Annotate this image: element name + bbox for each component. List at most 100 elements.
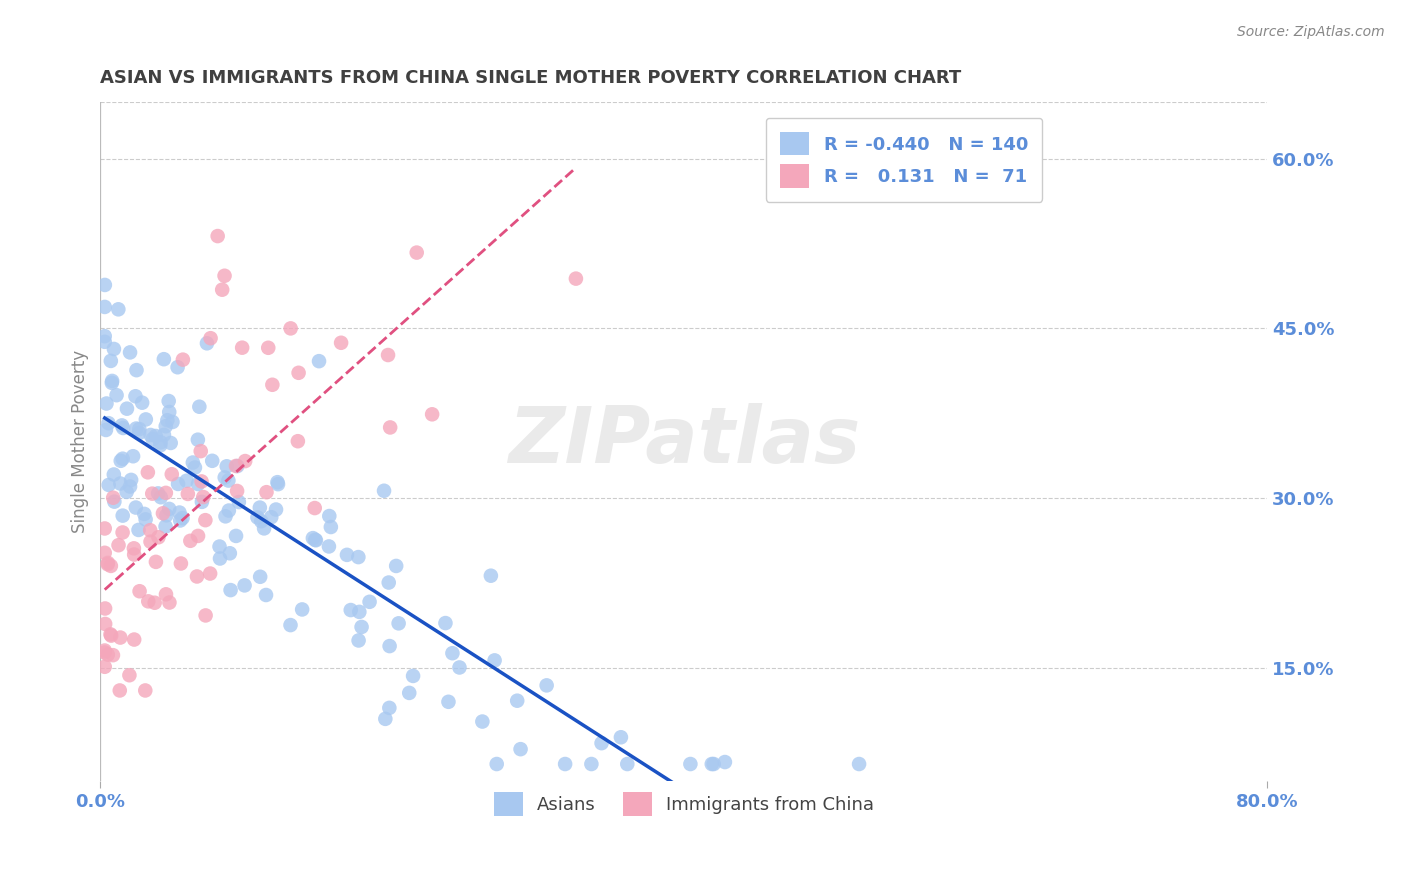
Point xyxy=(101,374,124,388)
Point xyxy=(267,477,290,491)
Point xyxy=(166,360,188,375)
Point xyxy=(157,405,180,419)
Point xyxy=(249,500,271,515)
Point xyxy=(162,415,184,429)
Point xyxy=(101,376,124,390)
Point xyxy=(350,620,373,634)
Point xyxy=(155,419,177,434)
Point xyxy=(139,428,162,442)
Point xyxy=(187,477,209,491)
Point xyxy=(128,425,150,440)
Point xyxy=(157,502,180,516)
Point xyxy=(172,352,194,367)
Point xyxy=(181,456,204,470)
Point xyxy=(122,548,145,562)
Point xyxy=(156,413,179,427)
Point xyxy=(714,755,737,769)
Point xyxy=(610,731,633,745)
Point xyxy=(108,683,131,698)
Point xyxy=(153,428,176,442)
Point xyxy=(111,451,134,466)
Point xyxy=(139,534,162,549)
Y-axis label: Single Mother Poverty: Single Mother Poverty xyxy=(72,350,89,533)
Point xyxy=(479,568,502,582)
Point xyxy=(437,695,460,709)
Point xyxy=(193,490,215,504)
Point xyxy=(264,502,287,516)
Point xyxy=(105,388,128,402)
Point xyxy=(167,477,190,491)
Point xyxy=(135,412,157,426)
Text: Source: ZipAtlas.com: Source: ZipAtlas.com xyxy=(1237,25,1385,39)
Point xyxy=(373,483,395,498)
Point xyxy=(484,653,506,667)
Point xyxy=(142,432,165,446)
Point xyxy=(225,458,247,473)
Point xyxy=(135,512,157,526)
Point xyxy=(100,558,122,573)
Point xyxy=(134,507,156,521)
Point xyxy=(554,757,576,772)
Point xyxy=(190,475,212,489)
Point xyxy=(94,616,117,631)
Point xyxy=(214,470,236,484)
Point xyxy=(107,538,129,552)
Point xyxy=(97,648,120,662)
Point xyxy=(115,484,138,499)
Point xyxy=(218,546,240,560)
Point xyxy=(388,616,411,631)
Point xyxy=(200,331,222,345)
Point xyxy=(378,639,401,653)
Point xyxy=(266,475,288,490)
Point xyxy=(246,510,269,524)
Point xyxy=(93,329,115,343)
Point xyxy=(318,509,340,524)
Point xyxy=(97,556,120,570)
Point xyxy=(146,486,169,500)
Point xyxy=(318,540,340,554)
Point xyxy=(253,521,276,535)
Point xyxy=(93,300,115,314)
Point xyxy=(187,433,209,447)
Point xyxy=(260,510,283,524)
Point xyxy=(219,583,242,598)
Point xyxy=(120,473,142,487)
Point xyxy=(93,643,115,657)
Point xyxy=(194,608,217,623)
Point xyxy=(190,444,212,458)
Point xyxy=(101,648,124,662)
Point xyxy=(218,503,240,517)
Point xyxy=(136,594,159,608)
Point xyxy=(305,533,328,548)
Point xyxy=(215,459,238,474)
Point xyxy=(359,595,381,609)
Point xyxy=(94,277,117,292)
Point xyxy=(339,603,361,617)
Point xyxy=(536,678,558,692)
Point xyxy=(214,509,236,524)
Point xyxy=(125,500,148,515)
Point xyxy=(211,283,233,297)
Point xyxy=(157,394,180,409)
Point xyxy=(250,514,273,528)
Point xyxy=(103,494,125,508)
Point xyxy=(93,546,115,560)
Point xyxy=(143,596,166,610)
Point xyxy=(186,569,208,583)
Point xyxy=(124,389,146,403)
Point xyxy=(217,474,239,488)
Point xyxy=(159,436,181,450)
Point xyxy=(374,712,396,726)
Point xyxy=(100,627,122,641)
Point xyxy=(194,513,217,527)
Point xyxy=(287,366,309,380)
Point xyxy=(485,757,508,772)
Point xyxy=(225,529,247,543)
Point xyxy=(111,508,134,523)
Point xyxy=(208,551,231,566)
Point xyxy=(103,342,125,356)
Point xyxy=(287,434,309,449)
Point xyxy=(141,486,163,500)
Point xyxy=(155,508,177,523)
Point xyxy=(145,429,167,443)
